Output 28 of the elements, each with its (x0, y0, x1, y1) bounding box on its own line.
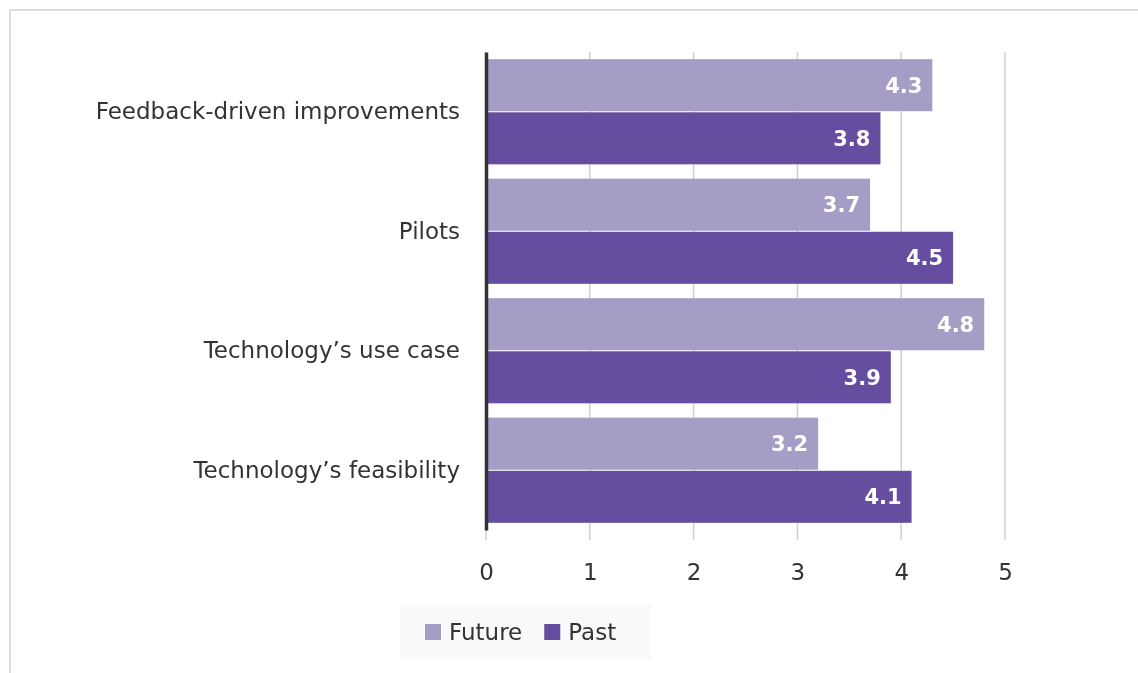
y-tick-label: Feedback-driven improvements (95, 98, 460, 125)
y-tick-label: Technology’s feasibility (192, 456, 460, 483)
bar (486, 470, 912, 523)
bar (486, 417, 819, 470)
x-tick-label: 1 (582, 559, 598, 586)
data-label: 4.3 (885, 73, 923, 98)
data-label: 4.8 (937, 312, 975, 337)
bar (486, 231, 954, 284)
x-tick-label: 5 (998, 559, 1013, 586)
bar (486, 298, 985, 351)
data-label: 4.5 (905, 246, 944, 271)
x-tick-label: 3 (790, 559, 806, 586)
x-tick-label: 4 (894, 559, 910, 586)
legend-label: Future (449, 619, 523, 646)
bar (486, 112, 881, 165)
data-label: 3.8 (833, 126, 871, 151)
legend-label: Past (568, 619, 617, 646)
x-tick-label: 0 (479, 559, 494, 586)
data-label: 3.2 (770, 432, 809, 457)
data-label: 3.9 (843, 365, 881, 390)
x-tick-label: 2 (686, 559, 702, 586)
bar (486, 178, 871, 231)
bar (486, 59, 933, 112)
bar (486, 351, 891, 404)
data-label: 4.1 (864, 485, 902, 510)
y-tick-label: Pilots (398, 217, 460, 244)
data-label: 3.7 (822, 193, 861, 218)
y-tick-label: Technology’s use case (202, 337, 460, 364)
